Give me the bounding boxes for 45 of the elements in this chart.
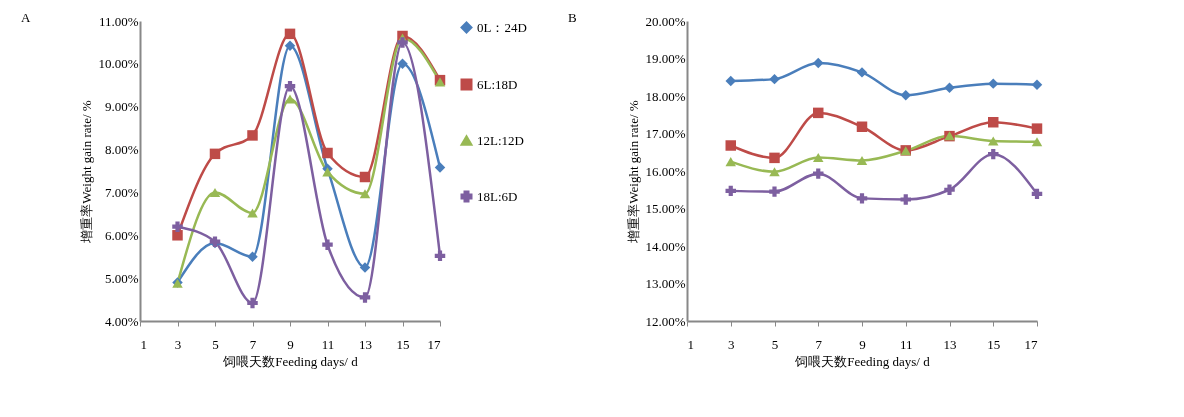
x-axis-title: 饲喂天数Feeding days/ d xyxy=(794,353,931,369)
y-tick-label: 4.00% xyxy=(104,313,139,329)
x-tick-label: 9 xyxy=(859,336,866,352)
y-tick-label: 15.00% xyxy=(645,201,686,216)
text: B xyxy=(567,10,577,25)
y-tick-label: 16.00% xyxy=(645,163,686,179)
y-tick-label: 13.00% xyxy=(645,276,686,291)
y-tick-label: 11.00% xyxy=(98,13,139,29)
y-tick-label: 18.00% xyxy=(645,88,686,104)
legend-label: 18L:6D xyxy=(477,188,518,204)
y-tick-label: 9.00% xyxy=(104,99,139,115)
x-axis-title: 饲喂天数Feeding days/ d xyxy=(222,353,359,369)
x-tick-label: 7 xyxy=(249,336,257,352)
y-tick-label: 12.00% xyxy=(645,313,686,329)
x-tick-label: 1 xyxy=(140,336,147,352)
y-tick-label: 17.00% xyxy=(645,126,686,141)
x-tick-label: 7 xyxy=(815,336,823,352)
x-tick-label: 17 xyxy=(1024,336,1038,352)
x-tick-label: 5 xyxy=(771,336,779,352)
legend-label: 0L：24D xyxy=(477,19,527,35)
x-tick-label: 15 xyxy=(396,336,410,352)
x-tick-label: 15 xyxy=(987,336,1001,352)
y-tick-label: 6.00% xyxy=(104,227,139,243)
y-tick-label: 7.00% xyxy=(104,184,139,200)
x-tick-label: 13 xyxy=(943,336,957,352)
x-tick-label: 1 xyxy=(687,336,694,352)
y-tick-label: 19.00% xyxy=(645,51,686,66)
x-tick-label: 11 xyxy=(899,336,913,352)
y-axis-title: 增重率Weight gain rate/ % xyxy=(79,100,95,244)
y-tick-label: 20.00% xyxy=(645,13,686,29)
x-tick-label: 9 xyxy=(287,336,294,352)
text: A xyxy=(20,10,31,25)
legend-label: 12L:12D xyxy=(477,132,524,148)
y-tick-label: 8.00% xyxy=(104,142,139,158)
x-tick-label: 11 xyxy=(321,336,335,352)
y-tick-label: 10.00% xyxy=(98,56,139,72)
x-tick-label: 3 xyxy=(728,336,735,352)
x-tick-label: 5 xyxy=(212,336,219,352)
x-tick-label: 3 xyxy=(174,336,182,352)
y-axis-title: 增重率Weight gain rate/ % xyxy=(626,100,642,244)
legend-label: 6L:18D xyxy=(477,76,518,92)
y-tick-label: 14.00% xyxy=(645,238,686,254)
y-tick-label: 5.00% xyxy=(104,270,139,286)
x-tick-label: 17 xyxy=(427,336,441,352)
x-tick-label: 13 xyxy=(359,336,372,352)
